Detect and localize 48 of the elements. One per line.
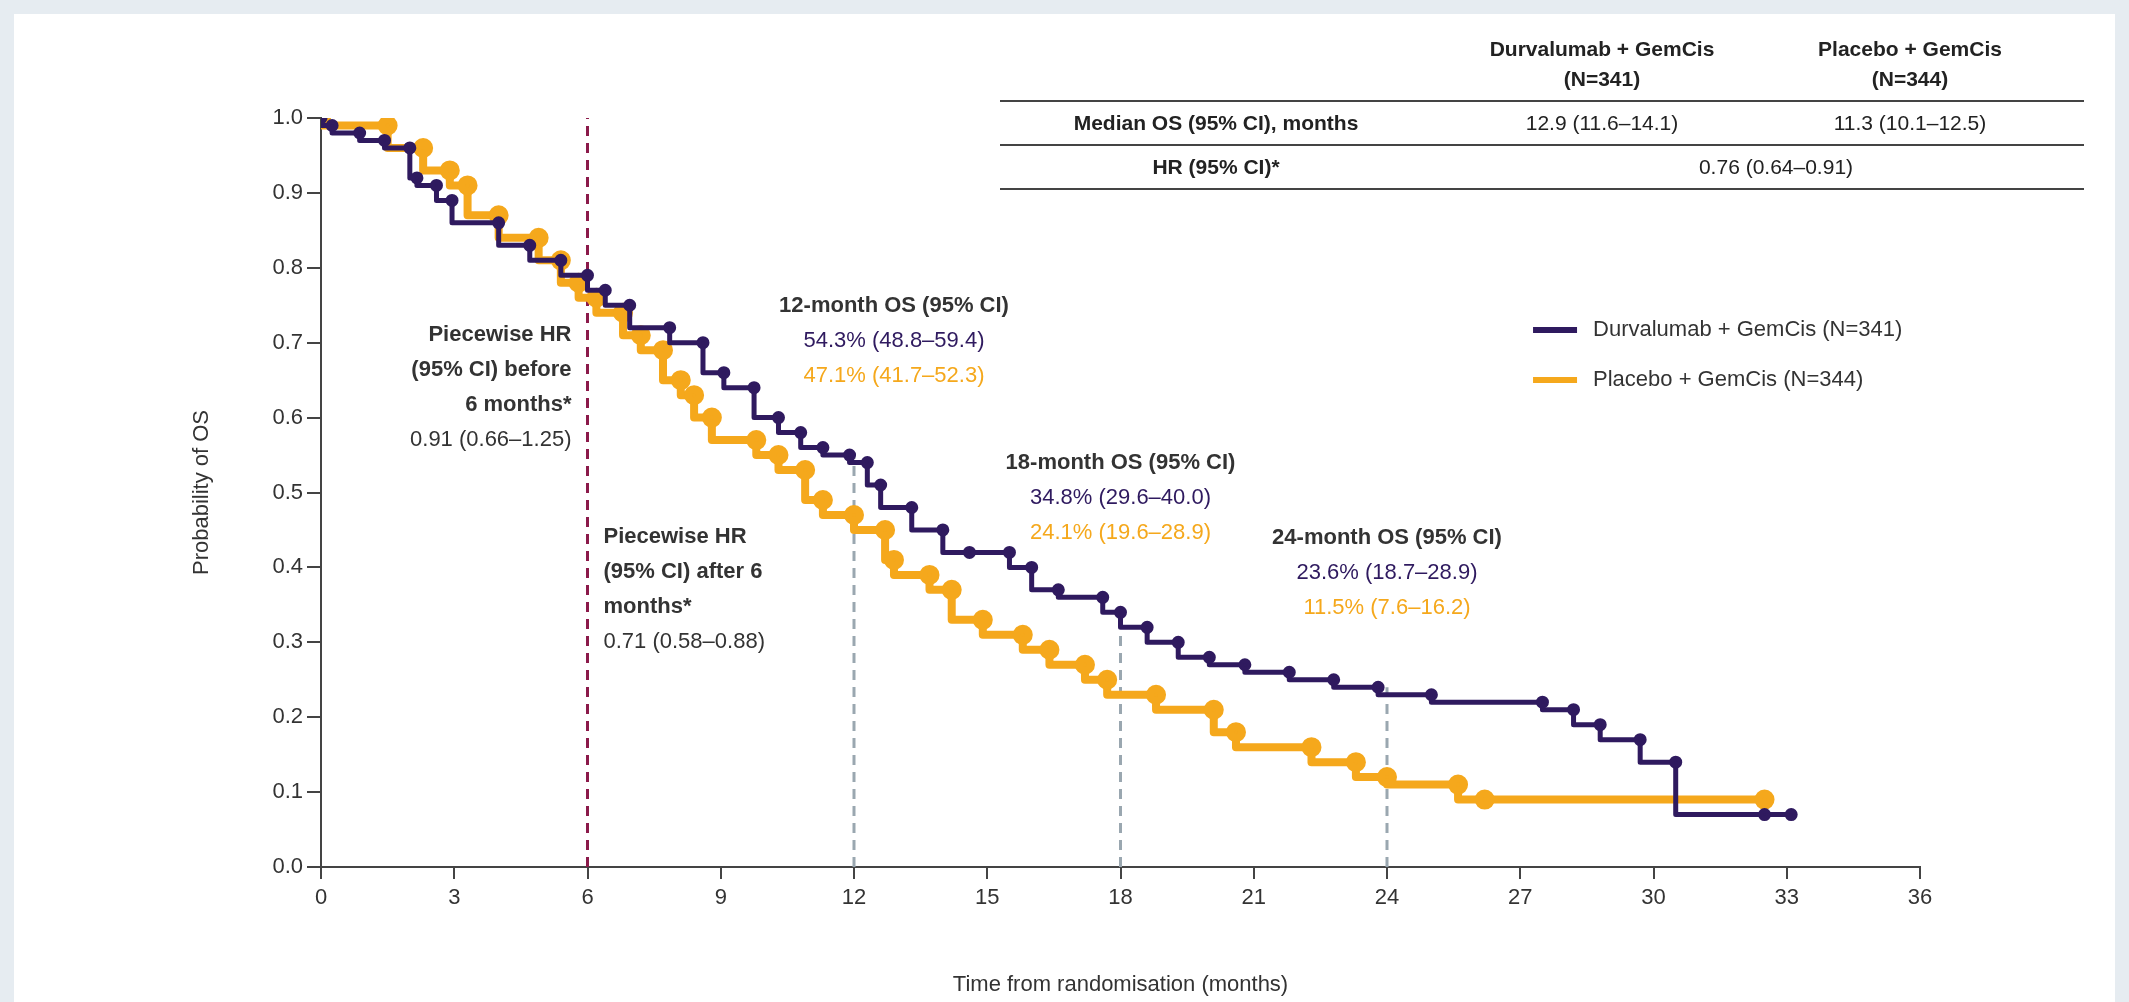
y-tick-label: 0.5 [272,478,303,504]
annotation: 18-month OS (95% CI) [1005,449,1236,475]
annotation: 11.5% (7.6–16.2) [1303,594,1471,620]
annotation: 47.1% (41.7–52.3) [803,362,985,388]
y-tick-label: 0.1 [272,778,303,804]
y-tick-label: 1.0 [272,104,303,130]
x-tick-label: 12 [841,884,867,910]
x-tick-label: 33 [1774,884,1799,910]
x-axis-title: Time from randomisation (months) [952,970,1289,996]
category-label: Placebo + GemCis (N=344) [1817,36,2003,92]
x-tick-label: 24 [1374,884,1400,910]
y-tick-label: 0.4 [272,553,303,579]
text: 0.76 (0.64–0.91) [1698,155,1854,178]
y-tick-label: 0.6 [272,403,303,429]
text: 11.3 (10.1–12.5) [1833,111,1987,134]
y-tick-label: 0.9 [272,178,303,204]
x-tick-label: 9 [714,884,727,910]
annotation: 24.1% (19.6–28.9) [1029,519,1212,545]
y-tick-label: 0.0 [272,853,303,879]
y-tick-label: 0.2 [272,703,303,729]
x-tick-label: 30 [1641,884,1666,910]
x-tick-label: 6 [581,884,594,910]
y-tick-label: 0.8 [272,253,303,279]
y-tick-label: 0.3 [272,628,303,654]
x-tick-label: 15 [975,884,1000,910]
y-axis-title: Probability of OS [188,409,214,576]
x-tick-label: 3 [448,884,461,910]
text: 12.9 (11.6–14.1) [1525,111,1679,134]
category-label: Durvalumab + GemCis (N=341) [1488,36,1716,92]
category-label: HR (95% CI)* [1152,155,1280,178]
category-label: Median OS (95% CI), months [1073,111,1359,134]
y-tick-label: 0.7 [272,328,303,354]
annotation: 23.6% (18.7–28.9) [1296,559,1478,585]
annotation: 24-month OS (95% CI) [1272,524,1502,550]
x-tick-label: 21 [1241,884,1266,910]
annotation: Piecewise HR (95% CI) before 6 months* [411,321,572,417]
x-tick-label: 18 [1108,884,1133,910]
legend-label: Durvalumab + GemCis (N=341) [1593,316,1903,342]
x-tick-label: 0 [314,884,328,910]
x-tick-label: 27 [1508,884,1533,910]
annotation: 12-month OS (95% CI) [779,292,1009,318]
annotation: 0.71 (0.58–0.88) [603,628,765,654]
annotation: Piecewise HR (95% CI) after 6 months* [603,523,763,619]
annotation: 34.8% (29.6–40.0) [1029,484,1212,510]
x-tick-label: 36 [1907,884,1933,910]
legend-label: Placebo + GemCis (N=344) [1593,366,1864,392]
annotation: 54.3% (48.8–59.4) [803,327,985,353]
annotation: 0.91 (0.66–1.25) [410,426,572,452]
